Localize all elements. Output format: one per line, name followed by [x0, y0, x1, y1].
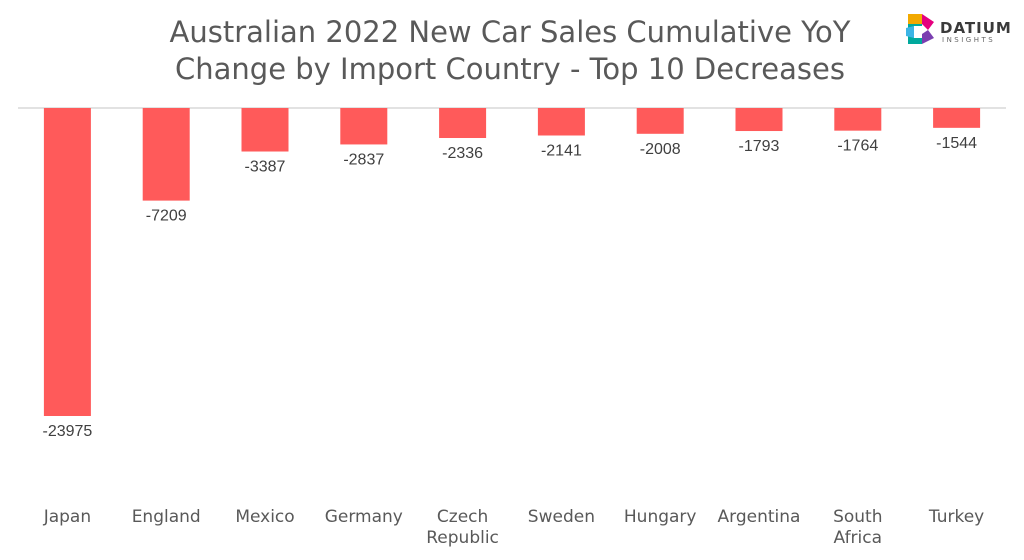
category-label-8-line-0: South [833, 507, 882, 527]
data-label-0: -23975 [42, 423, 92, 440]
bar-9 [933, 108, 981, 128]
bar-5 [537, 108, 585, 136]
bar-4 [439, 108, 487, 139]
logo-wordmark: DATIUM [940, 19, 1012, 37]
data-label-6: -2008 [640, 141, 681, 158]
data-label-4: -2336 [442, 145, 483, 162]
category-label-6: Hungary [624, 507, 697, 527]
bar-1 [142, 108, 190, 201]
category-label-3: Germany [325, 507, 403, 527]
chart-title-line-1: Australian 2022 New Car Sales Cumulative… [169, 15, 851, 49]
category-label-8-line-1: Africa [834, 528, 883, 548]
category-label-5: Sweden [528, 507, 595, 527]
category-label-7: Argentina [718, 507, 801, 527]
datium-logo: DATIUM INSIGHTS [904, 12, 1014, 52]
bar-7 [735, 108, 783, 132]
bar-8 [834, 108, 882, 131]
category-label-9: Turkey [928, 507, 984, 527]
datium-logo-icon [906, 14, 934, 44]
data-label-2: -3387 [245, 159, 286, 176]
bar-0 [43, 108, 91, 416]
logo-subtext: INSIGHTS [942, 36, 996, 44]
category-label-1: England [132, 507, 201, 527]
bar-2 [241, 108, 289, 152]
data-label-3: -2837 [343, 151, 384, 168]
data-label-7: -1793 [739, 138, 780, 155]
data-label-8: -1764 [837, 138, 878, 155]
chart-title-line-2: Change by Import Country - Top 10 Decrea… [175, 52, 845, 86]
chart-title: Australian 2022 New Car Sales Cumulative… [110, 14, 910, 88]
category-label-4-line-0: Czech [437, 507, 488, 527]
data-label-9: -1544 [936, 135, 977, 152]
category-label-2: Mexico [235, 507, 294, 527]
category-label-0: Japan [43, 507, 91, 527]
bar-6 [636, 108, 684, 134]
data-label-5: -2141 [541, 143, 582, 160]
data-label-1: -7209 [146, 208, 187, 225]
bar-3 [340, 108, 388, 145]
category-label-4-line-1: Republic [426, 528, 499, 548]
